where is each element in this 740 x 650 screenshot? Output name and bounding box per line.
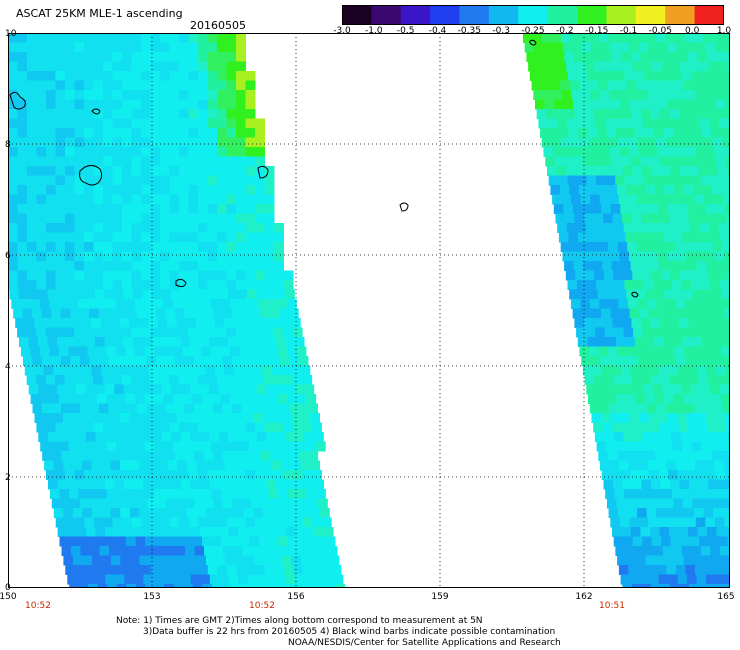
note-line-3: NOAA/NESDIS/Center for Satellite Applica… <box>288 638 561 648</box>
lat-label-10: 10 <box>5 29 17 39</box>
colorbar-label: -3.0 <box>333 26 351 36</box>
swath-time-1: 10:52 <box>25 601 51 611</box>
colorbar-label: -0.35 <box>457 26 481 36</box>
colorbar-segment <box>577 5 608 25</box>
colorbar-segment <box>430 5 461 25</box>
lat-label-4: 4 <box>5 362 11 372</box>
lon-label-162: 162 <box>575 592 593 602</box>
swath-left <box>8 33 346 588</box>
colorbar-segment <box>488 5 519 25</box>
swath-right <box>523 33 730 588</box>
lon-label-165: 165 <box>717 592 735 602</box>
colorbar-label: -0.3 <box>492 26 510 36</box>
colorbar-label: -0.5 <box>396 26 415 36</box>
note-line-1: Note: 1) Times are GMT 2)Times along bot… <box>116 616 483 626</box>
colorbar-strip <box>342 5 724 25</box>
lon-label-150: 150 <box>0 592 17 602</box>
gridlines <box>8 33 730 588</box>
ascat-map <box>8 33 730 588</box>
colorbar-label: -0.1 <box>619 26 638 36</box>
lon-label-159: 159 <box>431 592 449 602</box>
lon-label-153: 153 <box>143 592 161 602</box>
colorbar-label: -0.2 <box>556 26 574 36</box>
colorbar-segment <box>606 5 637 25</box>
colorbar-label: 1.0 <box>716 26 732 36</box>
island-outlines <box>9 39 639 298</box>
note-line-2: 3)Data buffer is 22 hrs from 20160505 4)… <box>143 627 556 637</box>
colorbar-label: -0.4 <box>428 26 447 36</box>
colorbar-label: -1.0 <box>365 26 383 36</box>
lat-label-0: 0 <box>5 583 11 593</box>
colorbar-segment <box>371 5 402 25</box>
lat-label-8: 8 <box>5 140 11 150</box>
map-date: 20160505 <box>190 19 246 32</box>
colorbar-segment <box>635 5 666 25</box>
colorbar-label: -0.25 <box>521 26 545 36</box>
colorbar-segment <box>342 5 372 25</box>
colorbar-segment <box>518 5 549 25</box>
colorbar-segment <box>694 5 724 25</box>
colorbar-label: -0.15 <box>585 26 609 36</box>
lat-label-2: 2 <box>5 473 11 483</box>
swath-time-2: 10:52 <box>249 601 275 611</box>
map-title: ASCAT 25KM MLE-1 ascending <box>16 7 183 20</box>
swath-time-3: 10:51 <box>599 601 625 611</box>
lon-label-156: 156 <box>287 592 305 602</box>
colorbar-label: -0.05 <box>648 26 672 36</box>
colorbar-segment <box>547 5 578 25</box>
lat-label-6: 6 <box>5 251 11 261</box>
colorbar-label: 0.0 <box>684 26 700 36</box>
colorbar-segment <box>459 5 490 25</box>
colorbar-segment <box>400 5 431 25</box>
colorbar-segment <box>665 5 696 25</box>
